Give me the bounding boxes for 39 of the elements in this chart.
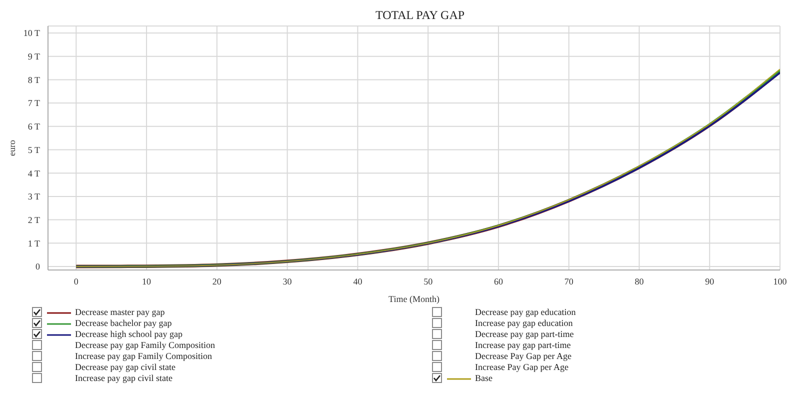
text: Decrease Pay Gap per Age — [475, 350, 572, 360]
y-tick-label: 1 T — [28, 238, 40, 248]
y-tick-label: 10 T — [23, 28, 40, 38]
legend-label: Decrease bachelor pay gap — [75, 318, 172, 328]
x-tick-label: 60 — [494, 276, 504, 286]
legend-label: Base — [475, 372, 492, 382]
text: Increase pay gap part-time — [475, 340, 571, 350]
y-tick-label: 0 — [36, 262, 40, 272]
text: Decrease pay gap part-time — [475, 328, 574, 338]
chart-title: TOTAL PAY GAP — [374, 8, 466, 24]
y-tick-label: 8 T — [28, 74, 40, 85]
text: Increase pay gap Family Composition — [75, 350, 212, 360]
text: Decrease pay gap education — [475, 306, 576, 316]
x-tick-label: 10 — [142, 276, 152, 286]
y-tick-label: 5 T — [28, 144, 40, 155]
y-tick-label: 7 T — [28, 98, 40, 108]
x-tick-label: 80 — [634, 276, 644, 286]
y-tick-label: 6 T — [28, 122, 40, 132]
text: Increase Pay Gap per Age — [475, 362, 568, 372]
text: Decrease pay gap civil state — [75, 362, 176, 372]
x-tick-label: 30 — [282, 276, 292, 286]
legend-label: Decrease master pay gap — [75, 306, 165, 316]
x-tick-label: 40 — [353, 276, 363, 286]
x-tick-label: 90 — [705, 276, 715, 286]
text: Increase pay gap education — [475, 318, 573, 328]
y-tick-label: 9 T — [28, 52, 40, 62]
y-axis-title: euro — [7, 140, 18, 156]
y-tick-label: 2 T — [28, 214, 40, 225]
text: Decrease pay gap Family Composition — [75, 340, 215, 350]
x-tick-label: 20 — [212, 276, 222, 286]
x-tick-label: 70 — [564, 276, 574, 286]
y-tick-label: 4 T — [28, 168, 40, 178]
text: Increase pay gap civil state — [75, 372, 172, 382]
legend-label: Decrease high school pay gap — [75, 328, 182, 338]
x-tick-label: 100 — [773, 276, 788, 286]
x-tick-label: 50 — [424, 276, 434, 286]
x-axis-title: Time (Month) — [388, 294, 440, 304]
x-tick-label: 0 — [74, 276, 79, 286]
y-tick-label: 3 T — [28, 192, 40, 202]
